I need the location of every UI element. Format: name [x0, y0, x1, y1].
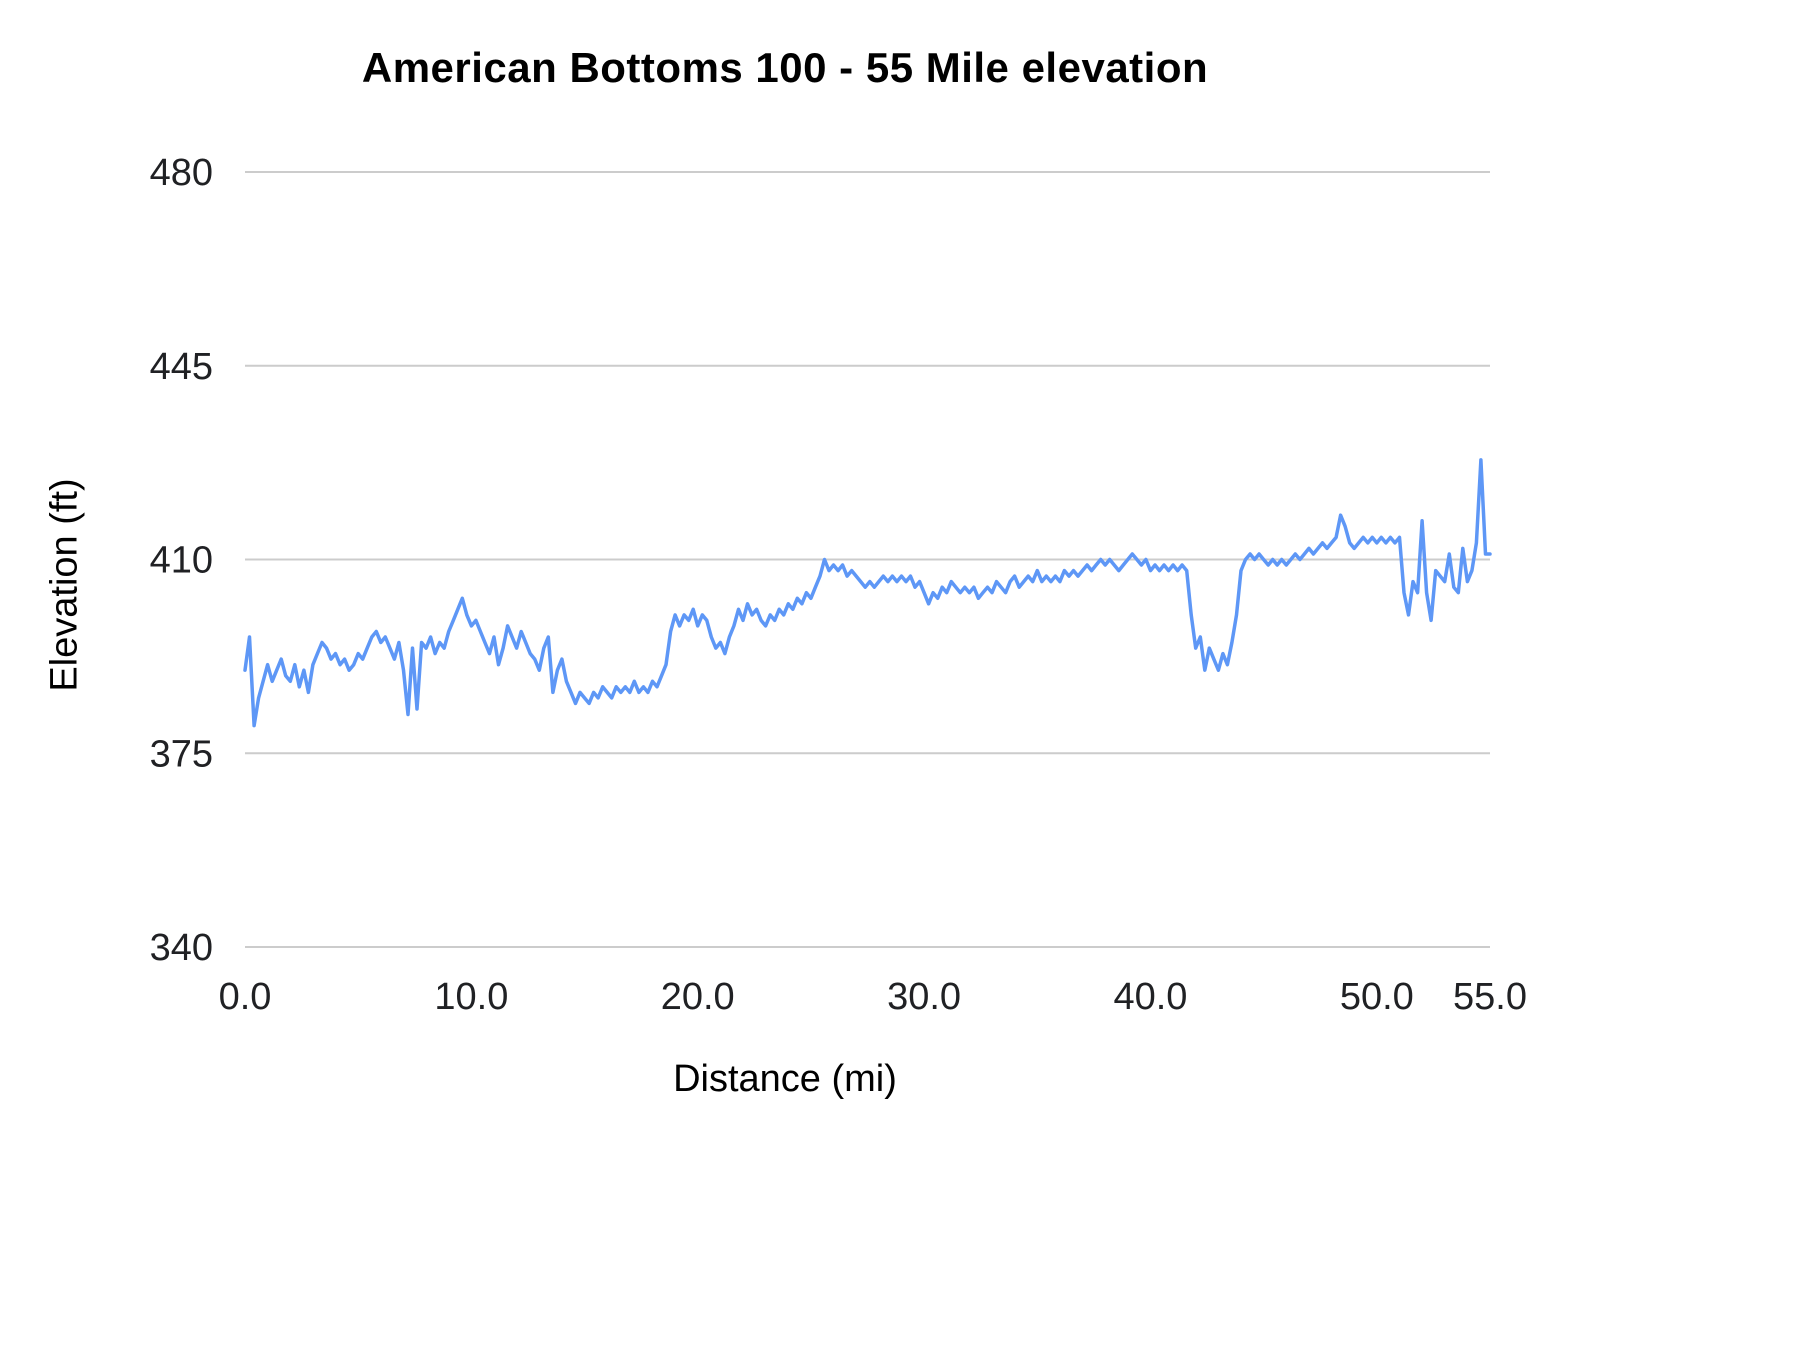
x-tick-label: 0.0 [219, 976, 272, 1018]
chart-title: American Bottoms 100 - 55 Mile elevation [361, 44, 1209, 91]
x-tick-label: 20.0 [661, 976, 735, 1018]
x-tick-label: 55.0 [1453, 976, 1527, 1018]
y-tick-label: 480 [150, 152, 213, 194]
y-tick-label: 410 [150, 540, 213, 582]
x-axis-title: Distance (mi) [673, 1058, 897, 1100]
y-tick-label: 375 [150, 733, 213, 775]
x-tick-label: 50.0 [1340, 976, 1414, 1018]
y-tick-label: 340 [150, 927, 213, 969]
y-axis-title: Elevation (ft) [43, 478, 86, 692]
x-tick-label: 10.0 [434, 976, 508, 1018]
x-tick-label: 30.0 [887, 976, 961, 1018]
y-tick-label: 445 [150, 346, 213, 388]
x-tick-label: 40.0 [1113, 976, 1187, 1018]
elevation-line [243, 458, 1492, 728]
